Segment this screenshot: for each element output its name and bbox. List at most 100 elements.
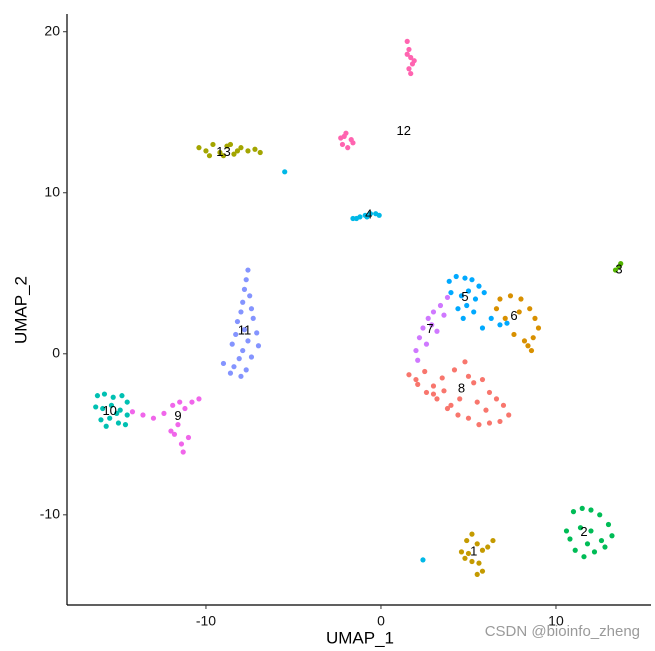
point xyxy=(462,275,468,281)
point xyxy=(406,46,412,53)
point xyxy=(479,547,486,553)
point xyxy=(161,410,167,416)
point xyxy=(124,412,130,418)
point xyxy=(425,315,431,321)
point xyxy=(231,151,237,157)
point xyxy=(203,148,209,154)
point xyxy=(464,302,470,309)
point xyxy=(353,215,360,222)
point xyxy=(248,306,255,312)
point xyxy=(110,394,116,400)
point xyxy=(189,399,195,405)
point xyxy=(567,536,573,542)
point xyxy=(612,267,619,273)
point xyxy=(479,376,486,383)
point xyxy=(441,312,447,318)
point xyxy=(415,381,421,387)
point xyxy=(430,309,437,315)
point xyxy=(527,306,533,312)
point xyxy=(248,354,255,360)
point xyxy=(476,560,482,566)
point xyxy=(528,347,535,354)
point xyxy=(231,364,237,370)
x-tick-label: 0 xyxy=(377,613,385,629)
point xyxy=(465,415,472,421)
point xyxy=(243,367,249,373)
point xyxy=(177,399,183,405)
point xyxy=(581,554,587,560)
cluster-label: 11 xyxy=(238,323,252,338)
point xyxy=(416,335,423,341)
point xyxy=(100,405,106,412)
point xyxy=(240,347,246,354)
point xyxy=(101,391,108,397)
point xyxy=(465,288,472,294)
point xyxy=(229,341,235,347)
point xyxy=(455,412,461,418)
watermark: CSDN @bioinfo_zheng xyxy=(485,623,640,640)
point xyxy=(247,293,253,299)
x-tick-label: -10 xyxy=(196,613,216,629)
point xyxy=(170,402,176,408)
point xyxy=(437,302,444,309)
point xyxy=(430,391,437,397)
point xyxy=(415,357,421,363)
point xyxy=(182,405,188,412)
x-tick-label: 10 xyxy=(548,613,564,629)
point xyxy=(178,441,185,447)
y-tick-label: 10 xyxy=(44,183,60,199)
point xyxy=(227,370,234,376)
point xyxy=(530,335,536,341)
point xyxy=(171,431,178,437)
point xyxy=(448,402,454,408)
cluster-label: 1 xyxy=(470,543,477,558)
point xyxy=(241,327,248,333)
point xyxy=(423,389,430,396)
point xyxy=(406,66,412,72)
point xyxy=(341,133,347,139)
point xyxy=(196,145,202,151)
point xyxy=(577,525,584,531)
point xyxy=(439,375,445,381)
point xyxy=(243,277,249,283)
point xyxy=(455,306,461,312)
point xyxy=(444,294,451,301)
point xyxy=(504,320,510,326)
point xyxy=(490,537,496,544)
point xyxy=(236,356,242,362)
point xyxy=(605,521,612,528)
point xyxy=(245,148,251,154)
point xyxy=(458,293,465,299)
point xyxy=(238,145,244,151)
point xyxy=(196,396,202,402)
point xyxy=(481,289,487,296)
point xyxy=(114,410,120,416)
point xyxy=(238,373,244,379)
cluster-label: 3 xyxy=(615,261,622,276)
point xyxy=(518,296,524,302)
point xyxy=(497,322,503,328)
point xyxy=(434,328,440,334)
point xyxy=(413,347,419,354)
point xyxy=(117,407,123,413)
point xyxy=(570,508,577,515)
point xyxy=(563,528,570,534)
point xyxy=(367,211,374,217)
point xyxy=(502,315,508,321)
point xyxy=(98,417,104,423)
point xyxy=(257,149,263,156)
point xyxy=(486,420,493,426)
x-axis-title: UMAP_1 xyxy=(326,628,394,647)
point xyxy=(462,359,468,365)
point xyxy=(404,38,410,44)
cluster-label: 5 xyxy=(461,289,468,304)
point xyxy=(521,338,528,344)
point xyxy=(115,420,122,426)
point xyxy=(465,550,472,557)
y-tick-label: 0 xyxy=(52,344,60,360)
point xyxy=(535,325,542,331)
point xyxy=(486,389,493,396)
point xyxy=(430,383,437,389)
point xyxy=(493,306,500,312)
